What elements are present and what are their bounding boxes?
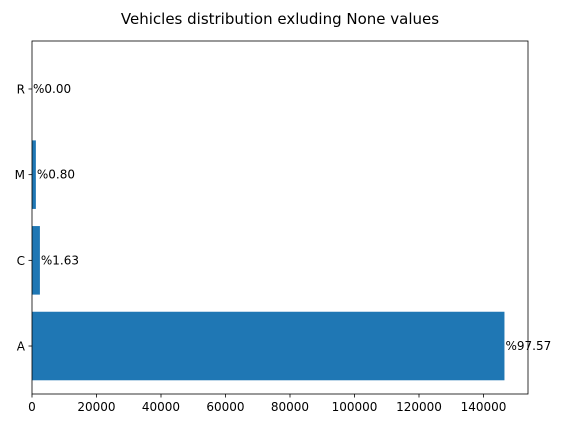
data-label-r: %0.00 <box>33 82 71 96</box>
x-tick-label-20000: 20000 <box>77 400 115 414</box>
bar-m <box>32 140 36 209</box>
x-tick-label-40000: 40000 <box>142 400 180 414</box>
chart-title: Vehicles distribution exluding None valu… <box>121 10 439 28</box>
bars-group <box>32 54 505 381</box>
y-tick-label-c: C <box>17 254 25 268</box>
y-tick-label-r: R <box>17 82 25 96</box>
x-tick-label-120000: 120000 <box>396 400 442 414</box>
bar-a <box>32 311 505 381</box>
x-tick-label-100000: 100000 <box>332 400 378 414</box>
data-label-c: %1.63 <box>41 253 79 267</box>
x-tick-label-0: 0 <box>28 400 36 414</box>
x-tick-label-80000: 80000 <box>271 400 309 414</box>
y-axis: A C M R <box>15 82 32 354</box>
y-tick-label-a: A <box>17 340 26 354</box>
bar-c <box>32 226 40 295</box>
data-label-m: %0.80 <box>37 168 75 182</box>
x-axis: 0 20000 40000 60000 80000 100000 120000 140000 <box>28 394 506 414</box>
x-tick-label-60000: 60000 <box>206 400 244 414</box>
plot-area-frame <box>31 40 529 395</box>
data-labels-group: %97.57%1.63%0.80%0.00 <box>33 82 551 353</box>
y-tick-label-m: M <box>15 168 25 182</box>
x-tick-label-140000: 140000 <box>461 400 507 414</box>
